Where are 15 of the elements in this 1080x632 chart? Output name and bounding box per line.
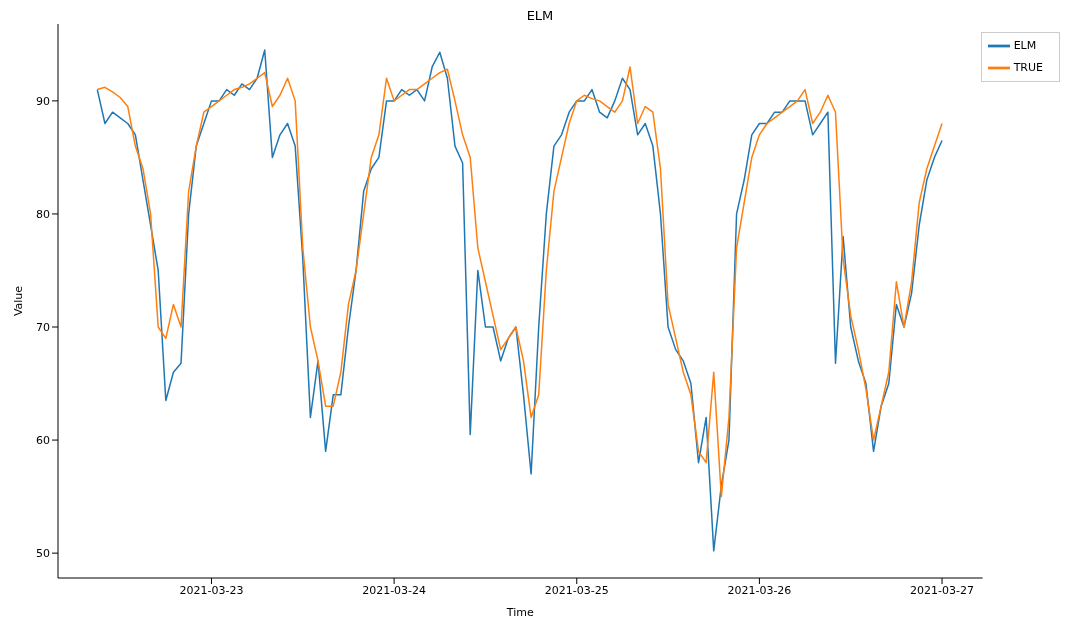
x-tick-label: 2021-03-26	[727, 583, 792, 597]
y-tick-label: 80	[36, 207, 50, 221]
x-tick-label: 2021-03-23	[179, 583, 244, 597]
legend-label: TRUE	[1013, 61, 1043, 74]
legend-label: ELM	[1013, 39, 1037, 52]
y-tick-label: 70	[36, 320, 50, 334]
chart-title: ELM	[525, 8, 555, 24]
y-axis-title: Value	[11, 285, 25, 317]
x-axis-title: Time	[505, 606, 534, 619]
x-tick-label: 2021-03-27	[910, 583, 975, 597]
x-tick-label: 2021-03-25	[544, 583, 609, 597]
x-tick-label: 2021-03-24	[362, 583, 427, 597]
y-tick-label: 90	[36, 94, 50, 108]
y-tick-label: 60	[36, 433, 50, 447]
y-tick-label: 50	[36, 547, 50, 561]
